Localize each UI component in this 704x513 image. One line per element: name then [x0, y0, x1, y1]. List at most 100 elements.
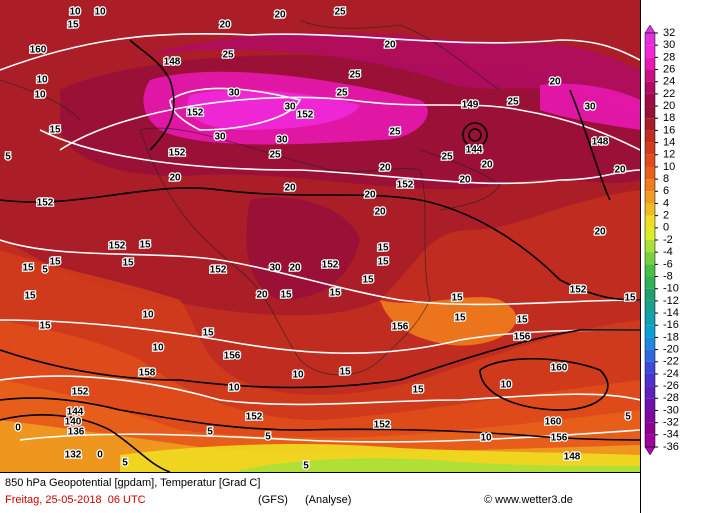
colorbar-label: 28 [663, 51, 675, 63]
geopotential-contour [462, 122, 488, 148]
colorbar-swatch [645, 361, 655, 374]
temp-region [187, 89, 360, 130]
contour-label: 15 [39, 321, 51, 332]
isotherm [0, 32, 640, 71]
contour-label: 10 [36, 75, 48, 86]
contour-label: 156 [551, 433, 568, 444]
temp-region [246, 197, 360, 300]
colorbar-label: -20 [663, 343, 679, 355]
contour-label: 15 [377, 257, 389, 268]
contour-label: 10 [34, 90, 46, 101]
contour-label: 15 [362, 275, 374, 286]
colorbar-label: -16 [663, 319, 679, 331]
colorbar-swatch [645, 142, 655, 155]
contour-label: 25 [222, 50, 234, 61]
geopotential-contour [0, 187, 640, 301]
contour-label: 160 [545, 417, 562, 428]
contour-label: 10 [480, 433, 492, 444]
contour-label: 15 [202, 328, 214, 339]
colorbar-swatch [645, 57, 655, 70]
colorbar-label: -28 [663, 392, 679, 404]
contour-label: 20 [481, 160, 493, 171]
contour-label: 5 [265, 432, 271, 443]
colorbar-swatch [645, 179, 655, 192]
geopotential-contour [0, 414, 171, 472]
contour-label: 10 [292, 370, 304, 381]
contour-label: 10 [500, 380, 512, 391]
contour-label: 5 [5, 152, 11, 163]
contour-label: 152 [37, 198, 54, 209]
contour-label: 20 [219, 20, 231, 31]
contour-label: 20 [594, 227, 606, 238]
colorbar-swatch [645, 166, 655, 180]
contour-label: 152 [210, 265, 227, 276]
colorbar-swatch [645, 33, 655, 46]
contour-label: 152 [297, 110, 314, 121]
contour-label: 152 [109, 241, 126, 252]
isotherm [0, 319, 640, 354]
contour-label: 158 [139, 368, 156, 379]
colorbar-label: -18 [663, 331, 679, 343]
colorbar-swatch [645, 252, 655, 265]
colorbar-swatch [645, 386, 655, 399]
colorbar-label: 12 [663, 149, 675, 161]
colorbar-label: 32 [663, 27, 675, 39]
colorbar-label: -14 [663, 307, 679, 319]
contour-label: 152 [374, 420, 391, 431]
contour-label: 149 [462, 100, 479, 111]
temp-region [540, 83, 640, 130]
contour-label: 10 [69, 7, 81, 18]
contour-label: 15 [139, 240, 151, 251]
temp-region [130, 33, 640, 120]
contour-label: 10 [94, 7, 106, 18]
contour-label: 152 [570, 285, 587, 296]
contour-label: 132 [65, 450, 82, 461]
contour-label: 25 [336, 88, 348, 99]
contour-label: 10 [152, 343, 164, 354]
contour-label: 20 [289, 263, 301, 274]
geopotential-contour [569, 89, 611, 201]
colorbar-swatch [645, 93, 655, 107]
contour-label: 152 [72, 387, 89, 398]
contour-label: 20 [374, 207, 386, 218]
colorbar-swatch [645, 337, 655, 350]
colorbar-label: -22 [663, 356, 679, 368]
contour-label: 20 [364, 190, 376, 201]
colorbar-label: -36 [663, 441, 679, 453]
contour-label: 10 [142, 310, 154, 321]
contour-label: 15 [22, 263, 34, 274]
colorbar-swatch [645, 240, 655, 253]
contour-label: 30 [214, 132, 226, 143]
colorbar-swatch [645, 325, 655, 338]
contour-label: 25 [334, 7, 346, 18]
isotherm [19, 429, 640, 443]
colorbar-label: 26 [663, 63, 675, 75]
footer-run: (Analyse) [305, 494, 351, 506]
colorbar-label: -34 [663, 429, 679, 441]
colorbar-swatch [645, 106, 655, 119]
footer-title: 850 hPa Geopotential [gpdam], Temperatur… [5, 477, 260, 489]
colorbar-label: 8 [663, 173, 669, 185]
contour-label: 140 [65, 417, 82, 428]
contour-label: 30 [228, 88, 240, 99]
colorbar-swatch [645, 45, 655, 58]
colorbar-swatch [645, 276, 655, 289]
contour-label: 136 [68, 427, 85, 438]
contour-label: 15 [280, 290, 292, 301]
contour-label: 15 [412, 385, 424, 396]
isotherm [0, 375, 640, 406]
contour-label: 30 [584, 102, 596, 113]
colorbar-swatch [645, 422, 655, 435]
colorbar-swatch [645, 118, 655, 131]
colorbar-label: -12 [663, 295, 679, 307]
contour-label: 20 [256, 290, 268, 301]
contour-label: 15 [122, 258, 134, 269]
contour-label: 20 [169, 173, 181, 184]
footer-model: (GFS) [258, 494, 288, 506]
colorbar-label: -10 [663, 283, 679, 295]
geopotential-contour [479, 357, 609, 411]
coastline [299, 19, 501, 91]
contour-label: 25 [349, 70, 361, 81]
colorbar-swatch [645, 203, 655, 216]
